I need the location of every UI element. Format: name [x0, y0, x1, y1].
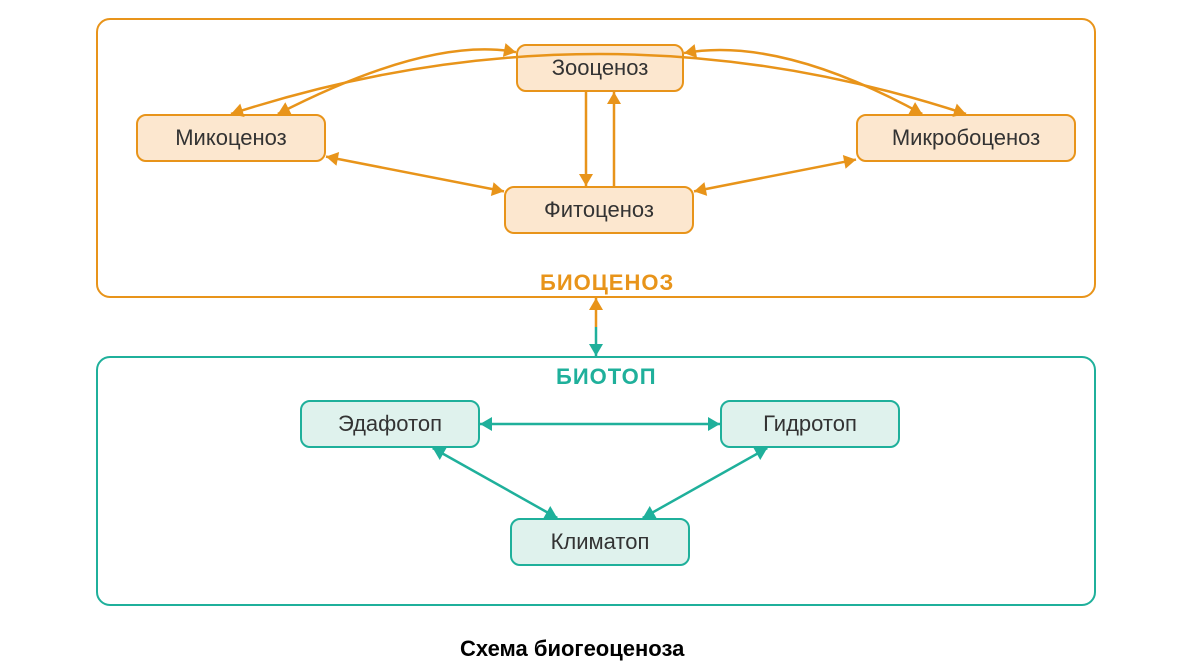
node-label: Зооценоз	[552, 55, 649, 81]
node-microbiocenosis: Микробоценоз	[856, 114, 1076, 162]
node-phytocenosis: Фитоценоз	[504, 186, 694, 234]
biocenosis-label: БИОЦЕНОЗ	[540, 270, 674, 296]
biotope-label: БИОТОП	[556, 364, 657, 390]
node-label: Фитоценоз	[544, 197, 654, 223]
node-mycocenosis: Микоценоз	[136, 114, 326, 162]
node-label: Гидротоп	[763, 411, 857, 437]
diagram-caption: Схема биогеоценоза	[460, 636, 684, 662]
node-label: Климатоп	[551, 529, 650, 555]
node-label: Микробоценоз	[892, 125, 1040, 151]
biotope-group	[96, 356, 1096, 606]
node-label: Эдафотоп	[338, 411, 442, 437]
node-edaphotope: Эдафотоп	[300, 400, 480, 448]
node-hydrotope: Гидротоп	[720, 400, 900, 448]
node-climatope: Климатоп	[510, 518, 690, 566]
node-label: Микоценоз	[175, 125, 287, 151]
node-zoocenosis: Зооценоз	[516, 44, 684, 92]
